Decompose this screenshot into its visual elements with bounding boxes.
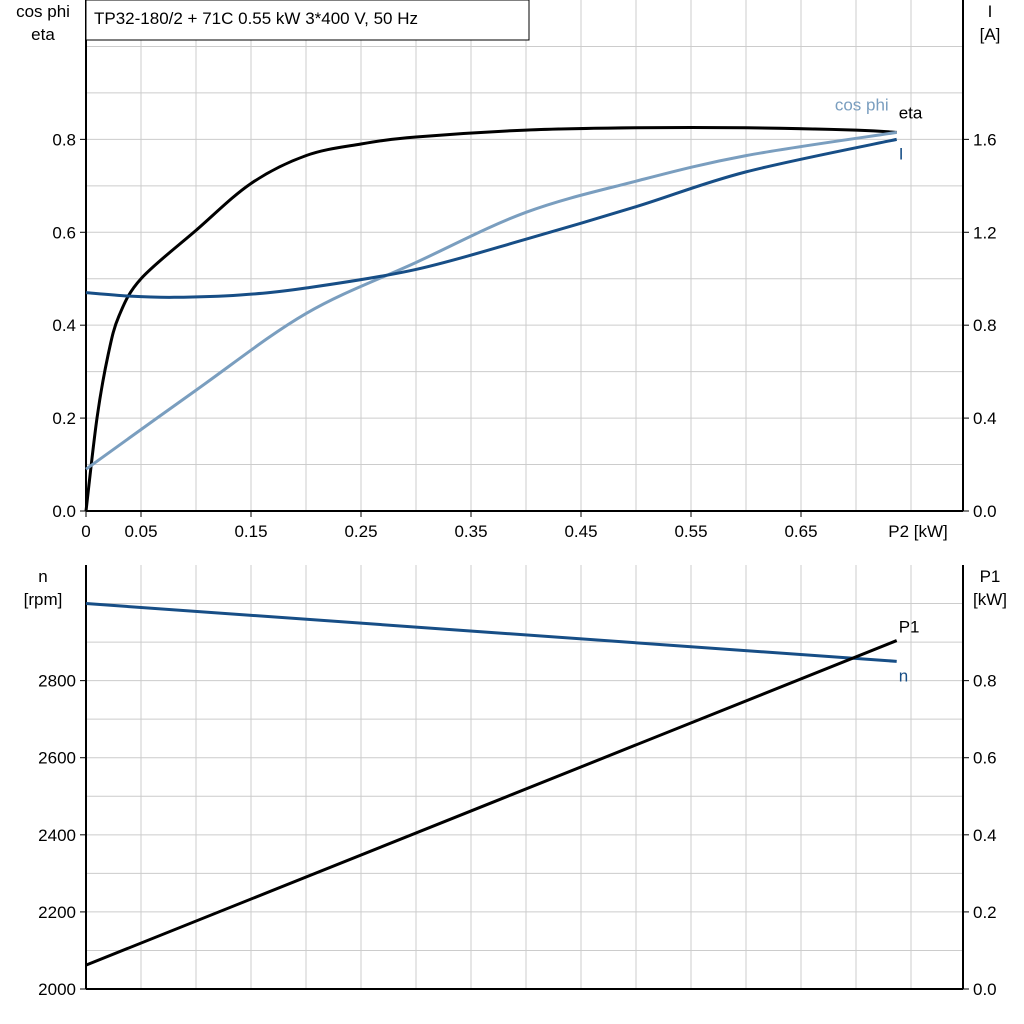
y-tick-label-left: 2000 [38, 980, 76, 999]
series-label: n [899, 666, 908, 685]
x-tick-label: 0.15 [234, 522, 267, 541]
x-tick-label: 0.55 [674, 522, 707, 541]
series-line-I [85, 137, 898, 299]
chart-title: TP32-180/2 + 71C 0.55 kW 3*400 V, 50 Hz [94, 9, 418, 28]
y-tick-label-right: 0.2 [973, 903, 997, 922]
series-label: eta [899, 103, 923, 122]
y-axis-label-left: n [38, 567, 47, 586]
y-tick-label-left: 2600 [38, 749, 76, 768]
y-axis-label-right: I [988, 2, 993, 21]
series-line-n [85, 602, 897, 663]
y-axis-label-left: eta [31, 25, 55, 44]
x-tick-label: 0.05 [124, 522, 157, 541]
y-axis-label-left: cos phi [16, 2, 70, 21]
y-tick-label-left: 0.8 [52, 130, 76, 149]
title-box [85, 0, 530, 41]
y-tick-label-left: 0.0 [52, 502, 76, 521]
y-tick-label-right: 1.6 [973, 130, 997, 149]
y-tick-label-left: 2400 [38, 826, 76, 845]
series-label: cos phi [835, 95, 889, 114]
series-line-P1 [85, 639, 898, 967]
x-tick-label: 0.35 [454, 522, 487, 541]
y-tick-label-right: 0.8 [973, 316, 997, 335]
y-tick-label-left: 2200 [38, 903, 76, 922]
series-line-eta [84, 125, 897, 512]
y-tick-label-right: 0.4 [973, 826, 997, 845]
y-tick-label-right: 0.6 [973, 749, 997, 768]
x-axis-label: P2 [kW] [888, 522, 948, 541]
y-tick-label-left: 0.6 [52, 223, 76, 242]
x-tick-label: 0 [81, 522, 90, 541]
y-axis-label-right: [A] [980, 25, 1001, 44]
y-tick-label-right: 0.8 [973, 672, 997, 691]
y-tick-label-left: 0.2 [52, 409, 76, 428]
x-tick-label: 0.45 [564, 522, 597, 541]
series-label: P1 [899, 618, 920, 637]
y-tick-label-right: 0.4 [973, 409, 997, 428]
series-line-cos-phi [85, 130, 897, 471]
x-tick-label: 0.25 [344, 522, 377, 541]
y-tick-label-right: 0.0 [973, 980, 997, 999]
y-axis-label-right: [kW] [973, 590, 1007, 609]
y-tick-label-right: 0.0 [973, 502, 997, 521]
y-tick-label-left: 0.4 [52, 316, 76, 335]
y-axis-label-right: P1 [980, 567, 1001, 586]
y-tick-label-right: 1.2 [973, 223, 997, 242]
x-tick-label: 0.65 [784, 522, 817, 541]
y-tick-label-left: 2800 [38, 672, 76, 691]
series-label: I [899, 144, 904, 163]
y-axis-label-left: [rpm] [24, 590, 63, 609]
